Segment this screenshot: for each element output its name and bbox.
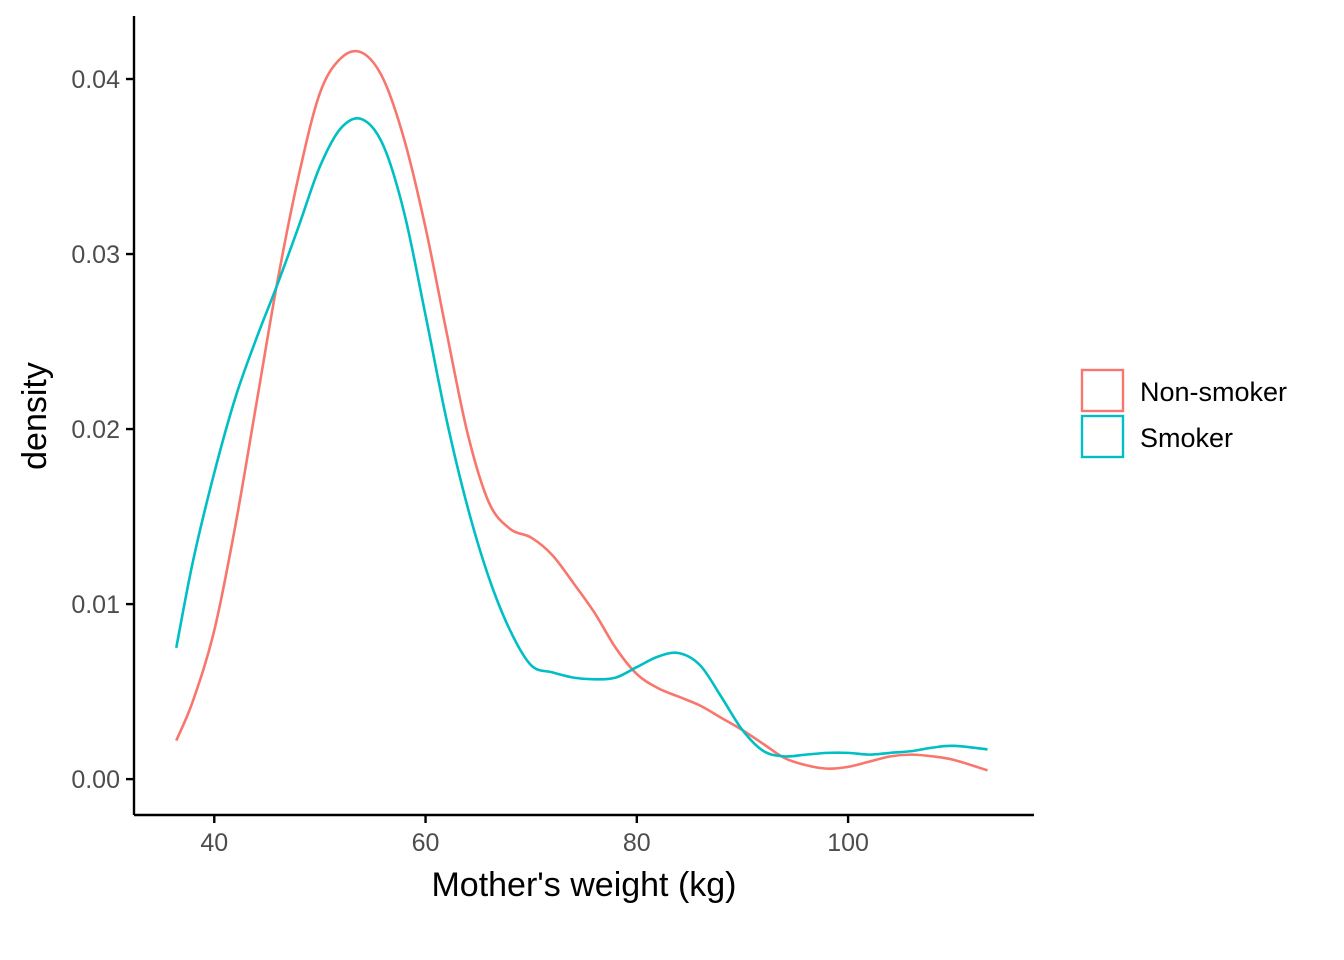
x-axis-title: Mother's weight (kg) [431, 866, 736, 904]
y-tick-label: 0.04 [71, 66, 120, 94]
x-tick-label: 40 [200, 829, 228, 857]
y-tick-label: 0.02 [71, 416, 120, 444]
legend: Non-smoker Smoker [1080, 368, 1287, 459]
legend-key-smoker [1080, 414, 1125, 459]
y-tick-label: 0.00 [71, 766, 120, 794]
y-tick-label: 0.01 [71, 591, 120, 619]
x-axis-ticks: 40 60 80 100 [200, 815, 869, 857]
y-axis-title: density [16, 362, 54, 470]
x-tick-label: 60 [412, 829, 440, 857]
series-line-non-smoker [175, 49, 988, 772]
legend-label-non-smoker: Non-smoker [1140, 377, 1287, 407]
series-line-smoker [174, 117, 988, 758]
legend-key-non-smoker [1080, 368, 1125, 413]
y-axis-ticks: 0.00 0.01 0.02 0.03 0.04 [71, 66, 134, 794]
x-tick-label: 80 [623, 829, 651, 857]
plot-series [174, 49, 988, 772]
legend-label-smoker: Smoker [1140, 423, 1233, 453]
x-tick-label: 100 [827, 829, 869, 857]
y-tick-label: 0.03 [71, 241, 120, 269]
